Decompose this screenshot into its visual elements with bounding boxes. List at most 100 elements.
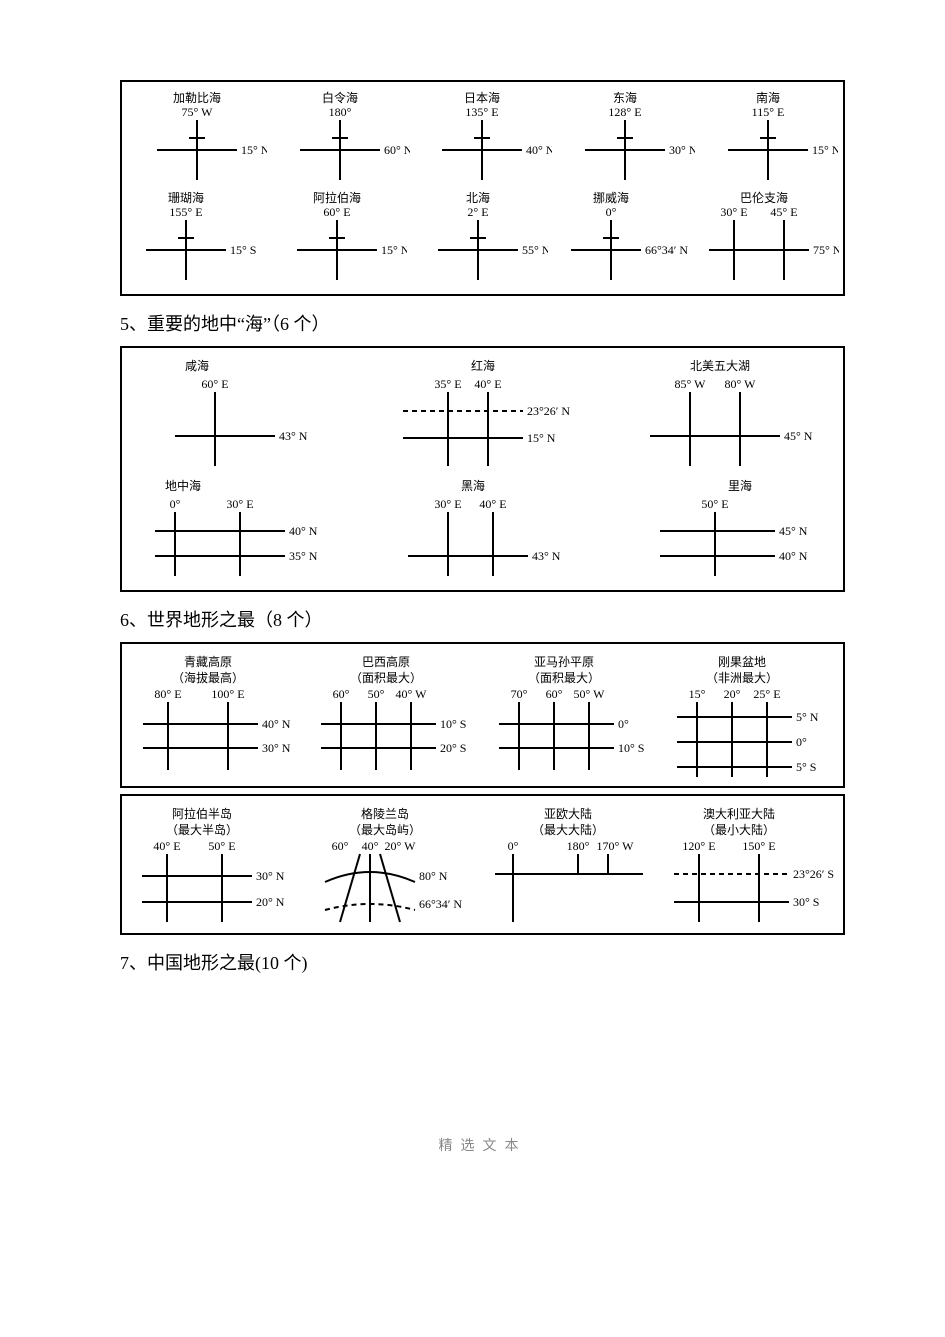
- cell-title: 阿拉伯半岛: [172, 806, 232, 821]
- cell: 澳大利亚大陆 （最小大陆） 120° E 150° E 23°26′ S 30°…: [659, 804, 839, 929]
- cell-title: 格陵兰岛: [361, 806, 409, 821]
- lon-label: 128° E: [609, 105, 642, 119]
- lat-label-b: 15° N: [527, 431, 556, 445]
- lon-a: 70°: [511, 687, 528, 701]
- panel2-row2: 地中海 0° 30° E 40° N 35° N 黑海 30° E 40° E: [126, 476, 839, 586]
- section-6-title: 6、世界地形之最（8 个）: [120, 606, 845, 632]
- lat-label: 43° N: [532, 549, 561, 563]
- seas-panel-1: 加勒比海 75° W 15° N 白令海 180° 60° N: [120, 80, 845, 296]
- cell-title: 里海: [728, 478, 752, 493]
- cell-sub: （海拔最高）: [172, 670, 244, 685]
- lat-label: 15° N: [812, 143, 838, 157]
- lat-label: 75° N: [813, 243, 839, 257]
- lon-label-b: 40° E: [479, 497, 506, 511]
- lat-label-b: 40° N: [779, 549, 808, 563]
- cell: 青藏高原 （海拔最高） 80° E 100° E 40° N 30° N: [126, 652, 304, 777]
- lon-c: 40° W: [395, 687, 427, 701]
- section-7-title: 7、中国地形之最(10 个): [120, 949, 845, 975]
- lon-label-a: 30° E: [434, 497, 461, 511]
- lon-label: 180°: [328, 105, 351, 119]
- lat-c: 5° S: [796, 760, 816, 774]
- lon-a: 40° E: [154, 839, 181, 853]
- cell-title: 红海: [470, 358, 494, 373]
- lat-a: 10° S: [440, 717, 466, 731]
- cell: 巴伦支海 30° E 45° E 75° N: [689, 190, 839, 290]
- lon-a: 15°: [689, 687, 706, 701]
- lat-label: 40° N: [526, 143, 552, 157]
- cell-title: 咸海: [185, 358, 209, 373]
- panel2-row1: 咸海 60° E 43° N 红海 35° E 40° E 23°26′ N: [126, 356, 839, 476]
- cell: 加勒比海 75° W 15° N: [126, 90, 269, 190]
- lon-label-b: 40° E: [474, 377, 501, 391]
- cell: 珊瑚海 155° E 15° S: [126, 190, 267, 290]
- cell: 北海 2° E 55° N: [408, 190, 549, 290]
- lat-label: 66°34′ N: [645, 243, 688, 257]
- cell: 地中海 0° 30° E 40° N 35° N: [126, 476, 364, 586]
- lat-label: 15° S: [230, 243, 256, 257]
- lon-a: 60°: [332, 839, 349, 853]
- lat-b: 30° S: [793, 895, 819, 909]
- cell-title: 阿拉伯海: [313, 190, 361, 205]
- panel3-row1: 青藏高原 （海拔最高） 80° E 100° E 40° N 30° N 巴西高…: [126, 652, 839, 782]
- cell-title: 日本海: [464, 90, 500, 105]
- lon-b: 180°: [566, 839, 589, 853]
- cell-title: 巴西高原: [362, 654, 410, 669]
- lat-label-a: 45° N: [779, 524, 808, 538]
- lon-label: 0°: [605, 205, 616, 219]
- lon-label: 155° E: [170, 205, 203, 219]
- cell-sub: （最大大陆）: [532, 822, 604, 837]
- cell-sub: （非洲最大）: [706, 671, 778, 685]
- section-5-title: 5、重要的地中“海”（6 个）: [120, 310, 845, 336]
- lat-label: 55° N: [522, 243, 548, 257]
- terrain-panel-2: 阿拉伯半岛 （最大半岛） 40° E 50° E 30° N 20° N 格陵兰…: [120, 794, 845, 935]
- lon-label: 50° E: [702, 497, 729, 511]
- lat-label: 45° N: [784, 429, 813, 443]
- lat-label: 15° N: [241, 143, 267, 157]
- cell-title: 挪威海: [593, 190, 629, 205]
- lat-b: 20° N: [256, 895, 285, 909]
- lat-b: 66°34′ N: [419, 897, 462, 911]
- cell: 日本海 135° E 40° N: [411, 90, 554, 190]
- lon-c: 25° E: [754, 687, 781, 701]
- cell-title: 北美五大湖: [690, 358, 750, 373]
- cell: 北美五大湖 85° W 80° W 45° N: [601, 356, 839, 476]
- cell-title: 亚马孙平原: [534, 655, 594, 669]
- seas-panel-2: 咸海 60° E 43° N 红海 35° E 40° E 23°26′ N: [120, 346, 845, 592]
- lon-b: 40°: [362, 839, 379, 853]
- lat-label-b: 35° N: [289, 549, 318, 563]
- cell: 阿拉伯海 60° E 15° N: [267, 190, 408, 290]
- lat-a: 0°: [618, 717, 629, 731]
- lon-label-b: 45° E: [770, 205, 797, 219]
- lon-b: 60°: [546, 687, 563, 701]
- lat-label: 43° N: [279, 429, 308, 443]
- lon-label: 115° E: [751, 105, 784, 119]
- lat-a: 23°26′ S: [793, 867, 834, 881]
- cell: 亚欧大陆 （最大大陆） 0° 180° 170° W: [481, 804, 659, 929]
- cell-title: 南海: [756, 90, 780, 105]
- lat-label-a: 40° N: [289, 524, 318, 538]
- lon-c: 20° W: [385, 839, 417, 853]
- cell-title: 珊瑚海: [168, 190, 204, 205]
- cell-sub: （最大半岛）: [166, 822, 238, 837]
- cell-title: 巴伦支海: [740, 190, 788, 205]
- lon-label-b: 30° E: [226, 497, 253, 511]
- cell-sub: （最小大陆）: [703, 822, 775, 837]
- lon-a: 120° E: [682, 839, 715, 853]
- lat-a: 5° N: [796, 710, 819, 724]
- lon-c: 50° W: [574, 687, 606, 701]
- cell-title: 地中海: [165, 478, 201, 493]
- cell: 里海 50° E 45° N 40° N: [601, 476, 839, 586]
- lon-label-b: 80° W: [725, 377, 757, 391]
- cell: 亚马孙平原 （面积最大） 70° 60° 50° W 0° 10° S: [483, 652, 661, 777]
- cell: 黑海 30° E 40° E 43° N: [364, 476, 602, 586]
- cell-sub: （面积最大）: [350, 671, 422, 685]
- cell-title: 加勒比海: [173, 90, 221, 105]
- cell: 阿拉伯半岛 （最大半岛） 40° E 50° E 30° N 20° N: [126, 804, 304, 929]
- lon-b: 150° E: [742, 839, 775, 853]
- lon-label-a: 0°: [169, 497, 180, 511]
- lat-a: 80° N: [419, 869, 448, 883]
- lon-b: 100° E: [211, 687, 244, 701]
- lon-label-a: 85° W: [675, 377, 707, 391]
- panel1-row1: 加勒比海 75° W 15° N 白令海 180° 60° N: [126, 90, 839, 190]
- lon-a: 0°: [507, 839, 518, 853]
